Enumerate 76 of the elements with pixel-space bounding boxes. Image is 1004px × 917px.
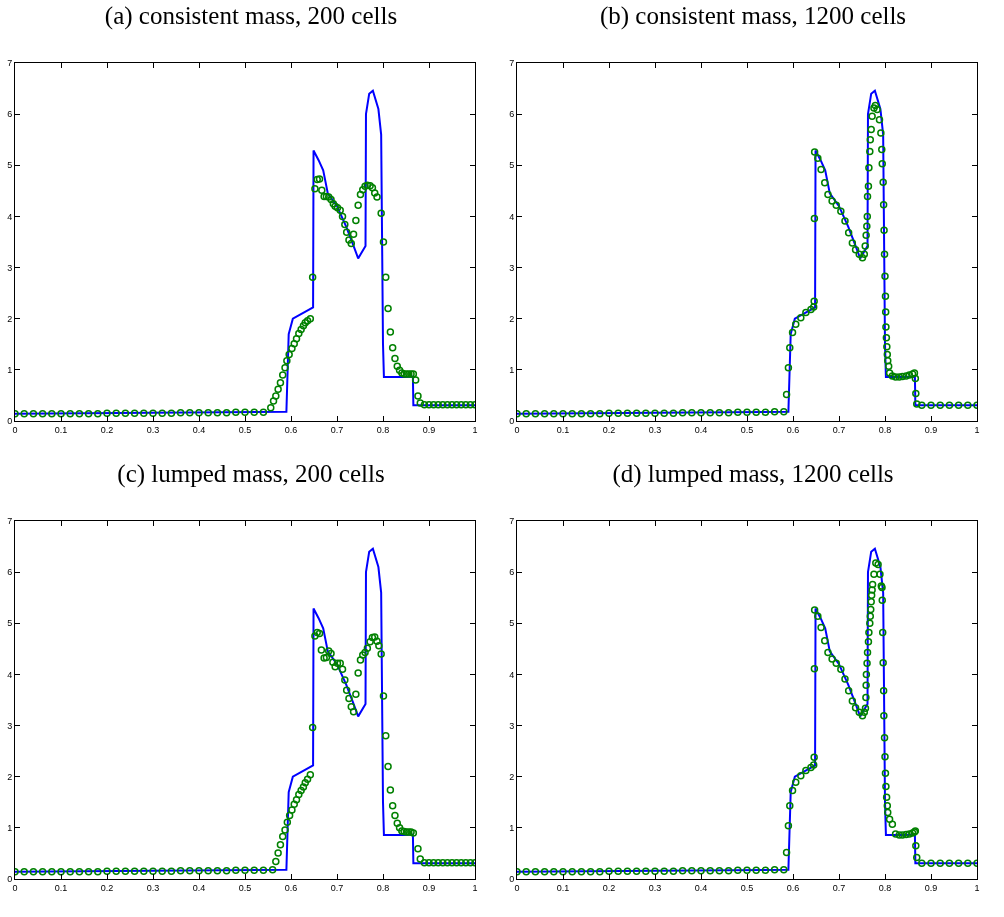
x-tick-label: 1	[974, 882, 980, 893]
chart-title: (a) consistent mass, 200 cells	[104, 2, 398, 31]
y-tick-label: 6	[7, 567, 13, 578]
x-tick-label: 0.3	[146, 424, 160, 435]
x-tick-label: 1	[472, 424, 478, 435]
y-tick-label: 2	[7, 313, 13, 324]
y-tick-label: 3	[7, 720, 13, 731]
x-tick-label: 0.8	[376, 882, 390, 893]
y-tick-label: 6	[509, 109, 515, 120]
y-tick-label: 5	[509, 618, 515, 629]
y-tick-label: 3	[7, 262, 13, 273]
x-tick-label: 0.7	[330, 424, 344, 435]
y-tick-label: 5	[7, 160, 13, 171]
y-tick-label: 1	[7, 823, 13, 834]
x-tick-label: 0.7	[832, 424, 846, 435]
y-tick-label: 3	[509, 262, 515, 273]
x-tick-label: 0.5	[238, 424, 252, 435]
x-tick-label: 0.2	[100, 424, 114, 435]
y-tick-label: 2	[509, 771, 515, 782]
y-tick-label: 2	[509, 313, 515, 324]
y-tick-label: 4	[7, 211, 13, 222]
x-tick-label: 0.3	[146, 882, 160, 893]
y-tick-label: 1	[7, 365, 13, 376]
y-tick-label: 2	[7, 771, 13, 782]
x-tick-label: 0.6	[786, 882, 800, 893]
x-tick-label: 0.5	[740, 882, 754, 893]
x-tick-label: 0.9	[924, 882, 938, 893]
y-tick-label: 6	[7, 109, 13, 120]
x-tick-label: 0.2	[100, 882, 114, 893]
y-tick-label: 0	[509, 416, 515, 427]
x-tick-label: 0.1	[54, 424, 68, 435]
x-tick-label: 0.9	[422, 424, 436, 435]
y-tick-label: 7	[7, 516, 13, 527]
chart-title: (c) lumped mass, 200 cells	[117, 460, 385, 489]
x-tick-label: 1	[472, 882, 478, 893]
x-tick-label: 0.4	[694, 424, 708, 435]
x-tick-label: 0.4	[192, 882, 206, 893]
x-tick-label: 0.8	[878, 882, 892, 893]
y-tick-label: 7	[7, 58, 13, 69]
x-tick-label: 0.3	[648, 424, 662, 435]
x-tick-label: 0.1	[54, 882, 68, 893]
y-tick-label: 0	[509, 874, 515, 885]
x-tick-label: 0.2	[602, 424, 616, 435]
y-tick-label: 4	[509, 211, 515, 222]
y-tick-label: 1	[509, 365, 515, 376]
x-tick-label: 0.9	[422, 882, 436, 893]
y-tick-label: 4	[509, 669, 515, 680]
y-tick-label: 5	[7, 618, 13, 629]
x-tick-label: 0.5	[238, 882, 252, 893]
y-tick-label: 5	[509, 160, 515, 171]
y-tick-label: 3	[509, 720, 515, 731]
x-tick-label: 0.9	[924, 424, 938, 435]
x-tick-label: 0.1	[556, 882, 570, 893]
x-tick-label: 0.6	[786, 424, 800, 435]
x-tick-label: 0.1	[556, 424, 570, 435]
x-tick-label: 0.7	[330, 882, 344, 893]
y-tick-label: 1	[509, 823, 515, 834]
chart-title: (b) consistent mass, 1200 cells	[599, 2, 907, 31]
y-tick-label: 0	[7, 874, 13, 885]
x-tick-label: 0.6	[284, 882, 298, 893]
x-tick-label: 0.3	[648, 882, 662, 893]
x-tick-label: 0.4	[694, 882, 708, 893]
x-tick-label: 0.2	[602, 882, 616, 893]
x-tick-label: 0.8	[878, 424, 892, 435]
x-tick-label: 0.4	[192, 424, 206, 435]
y-tick-label: 7	[509, 58, 515, 69]
x-tick-label: 1	[974, 424, 980, 435]
y-tick-label: 7	[509, 516, 515, 527]
x-tick-label: 0.7	[832, 882, 846, 893]
x-tick-label: 0.6	[284, 424, 298, 435]
y-tick-label: 6	[509, 567, 515, 578]
y-tick-label: 0	[7, 416, 13, 427]
x-tick-label: 0.5	[740, 424, 754, 435]
x-tick-label: 0.8	[376, 424, 390, 435]
chart-title: (d) lumped mass, 1200 cells	[612, 460, 894, 489]
y-tick-label: 4	[7, 669, 13, 680]
